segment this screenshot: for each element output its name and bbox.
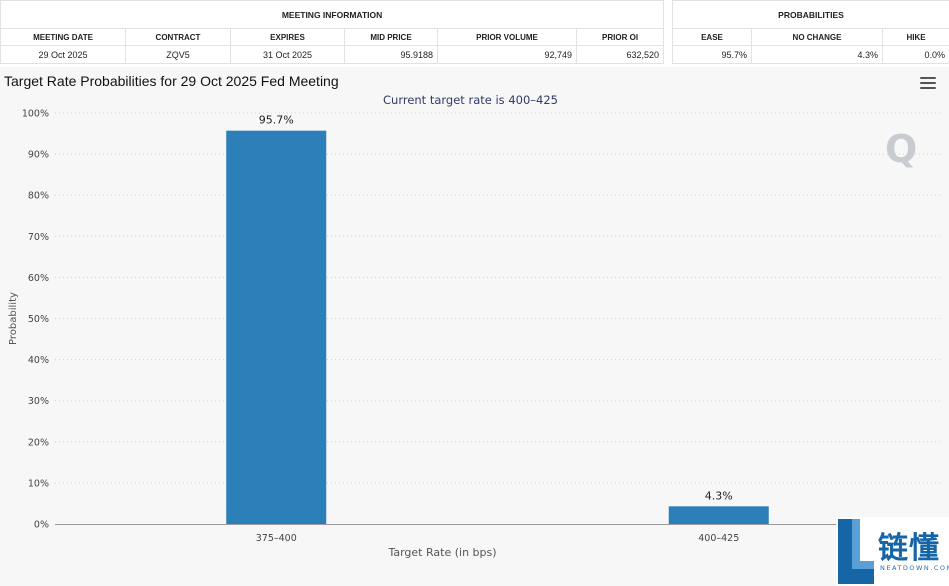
logo-l-icon: [838, 519, 874, 584]
hamburger-menu-icon[interactable]: [920, 77, 936, 89]
y-tick-label: 20%: [28, 437, 49, 448]
x-tick-label: 400–425: [698, 533, 739, 544]
y-tick-label: 0%: [34, 520, 49, 531]
header-ease: EASE: [672, 28, 752, 46]
meeting-information-table: MEETING INFORMATION MEETING DATE CONTRAC…: [0, 0, 665, 64]
watermark-logo: Q: [885, 127, 918, 171]
y-tick-label: 50%: [28, 314, 49, 325]
bar: [226, 130, 327, 524]
header-contract: CONTRACT: [125, 28, 231, 46]
data-label: 95.7%: [259, 114, 294, 127]
header-meeting-date: MEETING DATE: [0, 28, 126, 46]
value-contract: ZQV5: [125, 45, 231, 64]
meeting-information-title: MEETING INFORMATION: [0, 0, 665, 29]
header-prior-oi: PRIOR OI: [575, 28, 665, 46]
bar-chart: 0% 10% 20% 30% 40% 50% 60% 70% 80% 90% 100% 95.7% 37…: [8, 93, 940, 559]
chart-panel: 0% 10% 20% 30% 40% 50% 60% 70% 80% 90% 100% 95.7% 37…: [0, 67, 949, 586]
neatdown-logo: 链懂 NEATDOWN.COM: [836, 517, 949, 586]
y-tick-label: 60%: [28, 273, 49, 284]
value-meeting-date: 29 Oct 2025: [0, 45, 126, 64]
y-tick-label: 10%: [28, 478, 49, 489]
probabilities-title: PROBABILITIES: [672, 0, 949, 29]
header-mid-price: MID PRICE: [344, 28, 438, 46]
chart-subtitle: Current target rate is 400–425: [383, 93, 558, 107]
y-tick-label: 30%: [28, 396, 49, 407]
logo-english-text: NEATDOWN.COM: [880, 564, 949, 572]
value-no-change: 4.3%: [751, 45, 883, 64]
y-tick-label: 90%: [28, 150, 49, 161]
probabilities-table: PROBABILITIES EASE NO CHANGE HIKE 95.7% …: [672, 0, 949, 64]
value-prior-volume: 92,749: [437, 45, 577, 64]
chart-title: Target Rate Probabilities for 29 Oct 202…: [4, 73, 339, 89]
header-hike: HIKE: [882, 28, 949, 46]
value-expires: 31 Oct 2025: [230, 45, 345, 64]
y-axis-title: Probability: [8, 292, 19, 345]
y-tick-label: 100%: [22, 109, 49, 120]
header-prior-volume: PRIOR VOLUME: [437, 28, 577, 46]
x-axis-title: Target Rate (in bps): [387, 546, 496, 559]
value-prior-oi: 632,520: [575, 45, 665, 64]
bar: [668, 506, 769, 524]
y-tick-label: 40%: [28, 355, 49, 366]
logo-chinese-text: 链懂: [878, 531, 940, 566]
header-expires: EXPIRES: [230, 28, 345, 46]
x-tick-label: 375–400: [256, 533, 297, 544]
y-tick-label: 80%: [28, 191, 49, 202]
header-no-change: NO CHANGE: [751, 28, 883, 46]
y-tick-label: 70%: [28, 232, 49, 243]
value-hike: 0.0%: [882, 45, 949, 64]
data-label: 4.3%: [705, 489, 733, 502]
value-ease: 95.7%: [672, 45, 752, 64]
value-mid-price: 95.9188: [344, 45, 438, 64]
